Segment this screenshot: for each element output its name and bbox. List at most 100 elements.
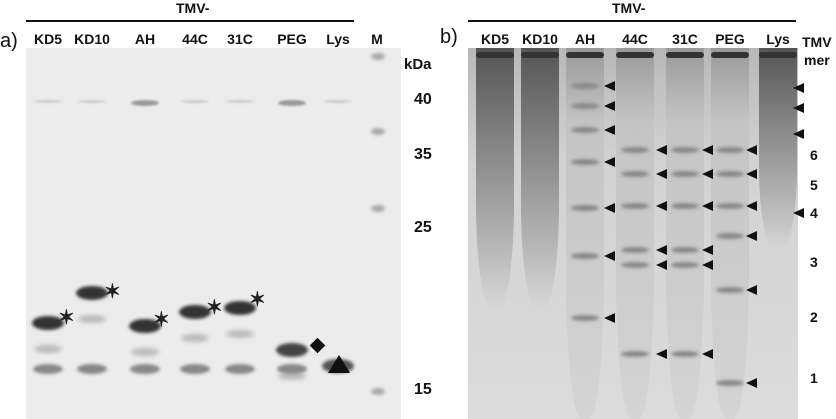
- protein-band: [277, 364, 307, 374]
- protein-band: [34, 100, 62, 103]
- lane-label: 31C: [227, 31, 253, 47]
- lane-label: KD10: [74, 31, 110, 47]
- mer-label: 6: [810, 147, 818, 163]
- arrowhead-icon: [656, 201, 667, 211]
- arrowhead-icon: [604, 251, 615, 261]
- lane-label: Lys: [766, 31, 790, 47]
- panel-a-header: TMV-: [176, 0, 210, 16]
- marker-band: [371, 205, 385, 212]
- gel-well: [711, 52, 749, 58]
- arrowhead-icon: [604, 313, 615, 323]
- panel-b-gel-image: [468, 48, 798, 419]
- lane-label: 31C: [672, 31, 698, 47]
- arrowhead-icon: [746, 169, 757, 179]
- arrowhead-icon: [604, 101, 615, 111]
- protein-band: [276, 343, 308, 357]
- arrowhead-icon: [793, 208, 804, 218]
- protein-band: [34, 345, 62, 353]
- arrowhead-icon: [656, 145, 667, 155]
- star-icon: ✶: [104, 281, 121, 303]
- arrowhead-icon: [604, 203, 615, 213]
- gel-well: [566, 52, 604, 58]
- protein-band: [131, 348, 159, 356]
- oligomer-band: [571, 83, 599, 89]
- oligomer-band: [671, 147, 699, 153]
- star-icon: ✶: [249, 289, 266, 311]
- marker-label: 15: [414, 381, 432, 398]
- oligomer-band: [621, 247, 649, 253]
- oligomer-band: [671, 203, 699, 209]
- lane-label: KD5: [33, 31, 62, 47]
- protein-band: [278, 372, 306, 380]
- gel-lane: [759, 48, 797, 248]
- protein-band: [278, 100, 306, 106]
- lane-label: M: [371, 31, 383, 47]
- protein-band: [76, 286, 108, 300]
- protein-band: [130, 364, 160, 374]
- gel-well: [521, 52, 559, 58]
- protein-band: [181, 334, 209, 342]
- gel-lane: [616, 48, 654, 419]
- arrowhead-icon: [702, 145, 713, 155]
- protein-band: [180, 364, 210, 374]
- star-icon: ✶: [153, 309, 170, 331]
- protein-band: [179, 305, 211, 319]
- lane-label: AH: [574, 31, 596, 47]
- gel-lane: [566, 48, 604, 419]
- protein-band: [77, 364, 107, 374]
- mer-axis-title: mer: [804, 52, 830, 68]
- oligomer-band: [621, 147, 649, 153]
- marker-band: [371, 53, 385, 60]
- arrowhead-icon: [604, 157, 615, 167]
- marker-label: 40: [414, 91, 432, 108]
- protein-band: [32, 316, 64, 330]
- arrowhead-icon: [793, 129, 804, 139]
- tmv-axis-title: TMV: [802, 34, 832, 50]
- oligomer-band: [571, 253, 599, 259]
- oligomer-band: [671, 262, 699, 268]
- protein-band: [33, 364, 63, 374]
- oligomer-band: [671, 351, 699, 357]
- mer-label: 3: [810, 254, 818, 270]
- lane-label: PEG: [277, 31, 307, 47]
- arrowhead-icon: [604, 81, 615, 91]
- oligomer-band: [716, 380, 744, 386]
- protein-band: [131, 100, 159, 106]
- arrowhead-icon: [746, 201, 757, 211]
- protein-band: [226, 330, 254, 338]
- oligomer-band: [716, 233, 744, 239]
- marker-band: [371, 388, 385, 395]
- marker-label: 25: [414, 219, 432, 236]
- protein-band: [78, 100, 106, 103]
- panel-a-header-line: [26, 20, 354, 22]
- mer-label: 1: [810, 370, 818, 386]
- arrowhead-icon: [746, 378, 757, 388]
- panel-a-gel-image: [26, 48, 401, 419]
- oligomer-band: [716, 287, 744, 293]
- lane-label: KD5: [480, 31, 509, 47]
- oligomer-band: [621, 262, 649, 268]
- gel-well: [666, 52, 704, 58]
- arrowhead-icon: [702, 245, 713, 255]
- panel-b-header: TMV-: [612, 0, 646, 16]
- gel-well: [759, 52, 797, 58]
- oligomer-band: [621, 351, 649, 357]
- panel-b-label: b): [440, 26, 458, 48]
- lane-label: 44C: [622, 31, 648, 47]
- panel-a-label: a): [0, 30, 18, 52]
- arrowhead-icon: [746, 285, 757, 295]
- lane-label: PEG: [715, 31, 745, 47]
- arrowhead-icon: [793, 83, 804, 93]
- oligomer-band: [716, 203, 744, 209]
- oligomer-band: [621, 203, 649, 209]
- arrowhead-icon: [656, 349, 667, 359]
- arrowhead-icon: [702, 169, 713, 179]
- triangle-icon: [328, 355, 350, 373]
- gel-well: [476, 52, 514, 58]
- gel-lane: [521, 48, 559, 308]
- protein-band: [226, 100, 254, 103]
- marker-band: [371, 128, 385, 135]
- protein-band: [78, 315, 106, 323]
- oligomer-band: [671, 247, 699, 253]
- lane-label: KD10: [522, 31, 558, 47]
